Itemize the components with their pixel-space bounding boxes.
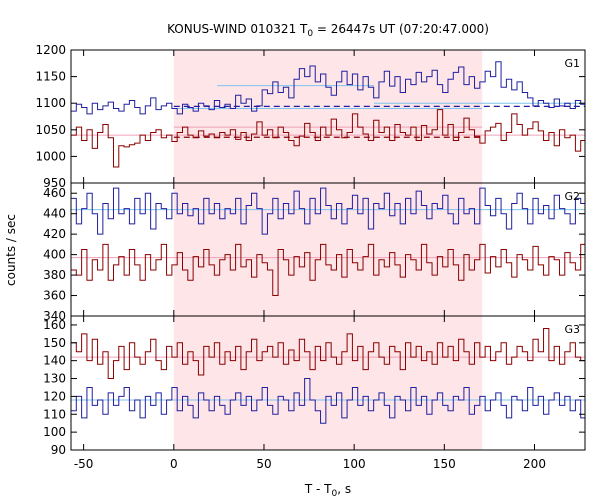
- series-red-step-line: [71, 109, 585, 168]
- panel-tag-label: G2: [564, 190, 580, 203]
- x-tick-label: 150: [433, 457, 456, 471]
- y-tick-label: 1200: [35, 43, 66, 57]
- x-tick-label: -50: [74, 457, 94, 471]
- chart-title: KONUS-WIND 010321 T0 = 26447s UT (07:20:…: [167, 22, 489, 39]
- x-tick-label: 50: [256, 457, 271, 471]
- y-axis-label: counts / sec: [4, 214, 18, 286]
- y-tick-label: 120: [43, 389, 66, 403]
- x-axis-label: T - T0, s: [304, 482, 351, 499]
- y-tick-label: 460: [43, 186, 66, 200]
- panel-1: 950 1000 1050 1100 1150 1200 G1: [35, 43, 586, 190]
- panel-plot-area: [71, 61, 585, 168]
- series-blue-step-line: [71, 61, 585, 115]
- series-blue-step-line: [71, 187, 585, 235]
- y-tick-label: 380: [43, 268, 66, 282]
- panel-tag-label: G1: [564, 57, 580, 70]
- y-tick-label: 160: [43, 318, 66, 332]
- burst-interval-shade: [173, 50, 483, 183]
- y-tick-label: 950: [43, 176, 66, 190]
- x-tick-label: 200: [523, 457, 546, 471]
- y-tick-label: 360: [43, 289, 66, 303]
- y-tick-label: 110: [43, 407, 66, 421]
- y-tick-label: 420: [43, 227, 66, 241]
- y-tick-label: 140: [43, 354, 66, 368]
- y-tick-label: 400: [43, 248, 66, 262]
- x-tick-label: 100: [343, 457, 366, 471]
- x-tick-label: 0: [170, 457, 178, 471]
- burst-interval-shade: [173, 183, 483, 316]
- y-tick-label: 1050: [35, 123, 66, 137]
- y-tick-label: 90: [51, 443, 66, 457]
- panel-frame: [70, 315, 586, 451]
- y-tick-label: 340: [43, 309, 66, 323]
- y-tick-label: 1000: [35, 149, 66, 163]
- panel-2: 340 360 380 400 420 440 460 G2: [43, 182, 586, 323]
- y-tick-label: 130: [43, 372, 66, 386]
- y-tick-label: 440: [43, 207, 66, 221]
- y-tick-label: 100: [43, 425, 66, 439]
- series-blue-step-line: [71, 378, 585, 424]
- y-tick-label: 150: [43, 336, 66, 350]
- panel-plot-area: [71, 328, 585, 424]
- panel-plot-area: [71, 187, 585, 297]
- y-tick-label: 1150: [35, 70, 66, 84]
- panel-3: 90 100 110 120 130 140 150 160 G3: [43, 315, 586, 457]
- series-red-step-line: [71, 328, 585, 380]
- burst-interval-shade: [173, 316, 483, 450]
- panel-tag-label: G3: [564, 323, 580, 336]
- series-red-step-line: [71, 243, 585, 297]
- y-tick-label: 1100: [35, 96, 66, 110]
- plot-layer: 95010001050110011501200G1340360380400420…: [35, 43, 586, 471]
